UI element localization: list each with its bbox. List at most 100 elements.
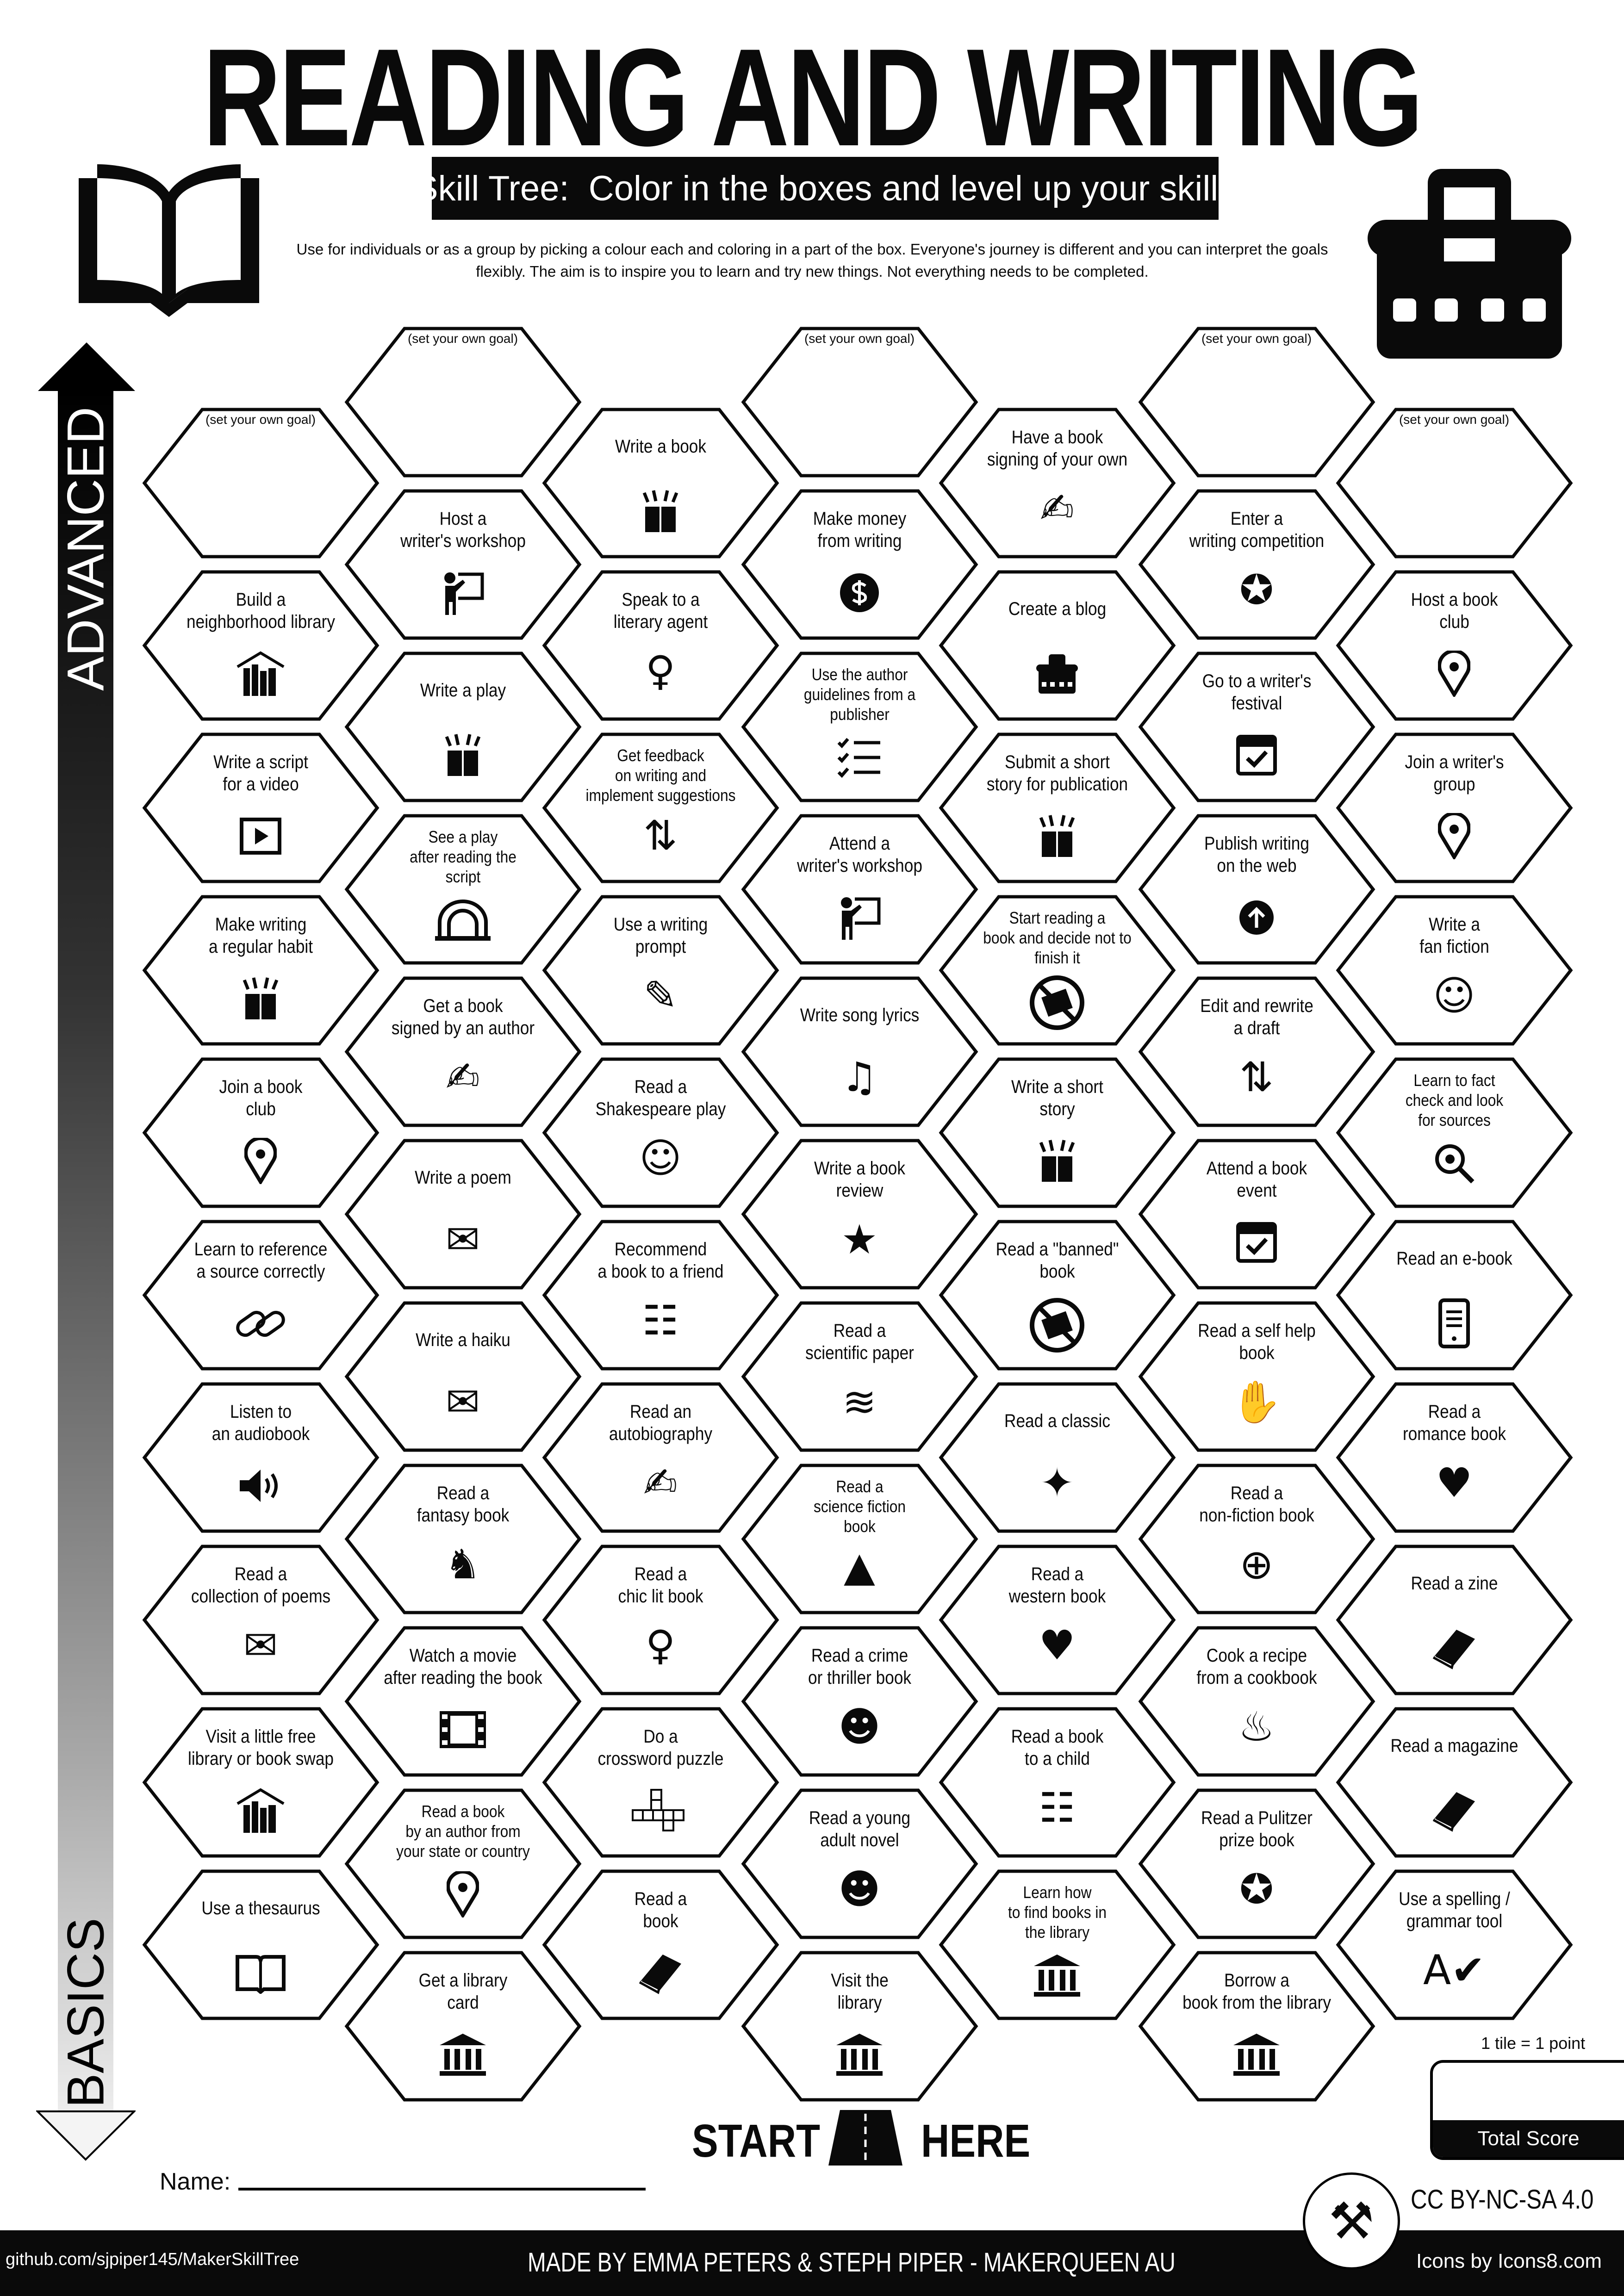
hex-tile[interactable]: Host a book club bbox=[1335, 569, 1574, 722]
hex-tile-custom-goal[interactable]: (set your own goal) bbox=[142, 407, 380, 559]
hex-tile[interactable]: Read a scientific paper ≋ bbox=[740, 1300, 979, 1453]
hex-tile[interactable]: Read a magazine bbox=[1335, 1706, 1574, 1859]
hex-tile[interactable]: Get feedback on writing and implement su… bbox=[541, 732, 780, 884]
hex-tile[interactable]: Host a writer's workshop bbox=[344, 488, 582, 641]
hex-tile[interactable]: Write a book review ★ bbox=[740, 1138, 979, 1291]
skill-label: Write a poem bbox=[414, 1167, 511, 1188]
hex-tile[interactable]: Submit a short story for publication bbox=[938, 732, 1176, 884]
hex-tile[interactable]: Read a romance book ♥ bbox=[1335, 1381, 1574, 1534]
hex-tile[interactable]: Do a crossword puzzle bbox=[541, 1706, 780, 1859]
hex-tile[interactable]: Build a neighborhood library bbox=[142, 569, 380, 722]
hex-tile[interactable]: Create a blog bbox=[938, 569, 1176, 722]
hex-tile[interactable]: Write song lyrics ♫ bbox=[740, 975, 979, 1128]
hex-outline bbox=[939, 1382, 1176, 1533]
hex-tile[interactable]: Read a Pulitzer prize book ✪ bbox=[1138, 1787, 1376, 1940]
skill-label: Join a writer's group bbox=[1404, 752, 1504, 794]
total-score-box[interactable]: Total Score bbox=[1430, 2060, 1624, 2160]
hex-tile[interactable]: Read a book bbox=[541, 1868, 780, 2021]
hex-tile[interactable]: Read a collection of poems ✉ bbox=[142, 1544, 380, 1696]
hex-tile[interactable]: Get a library card bbox=[344, 1950, 582, 2103]
hex-tile[interactable]: Visit a little free library or book swap bbox=[142, 1706, 380, 1859]
hex-tile[interactable]: Read an e-book bbox=[1335, 1219, 1574, 1371]
hex-tile[interactable]: Get a book signed by an author ✍ bbox=[344, 975, 582, 1128]
here-label: HERE bbox=[921, 2115, 1031, 2167]
hex-tile[interactable]: Read a book to a child ☷ bbox=[938, 1706, 1176, 1859]
hex-tile[interactable]: Read a western book ♥ bbox=[938, 1544, 1176, 1696]
hex-outline bbox=[344, 1788, 581, 1939]
hex-tile[interactable]: Read a fantasy book ♞ bbox=[344, 1463, 582, 1615]
hex-tile-custom-goal[interactable]: (set your own goal) bbox=[1335, 407, 1574, 559]
hex-tile[interactable]: Write a fan fiction ☺ bbox=[1335, 894, 1574, 1047]
hex-tile[interactable]: Write a script for a video bbox=[142, 732, 380, 884]
hex-tile[interactable]: Learn to reference a source correctly bbox=[142, 1219, 380, 1371]
vampire-face-icon: ☺ bbox=[1433, 972, 1475, 1019]
github-link[interactable]: github.com/sjpiper145/MakerSkillTree bbox=[6, 2250, 299, 2269]
hex-tile[interactable]: Listen to an audiobook bbox=[142, 1381, 380, 1534]
hex-tile[interactable]: Read a crime or thriller book ☻ bbox=[740, 1625, 979, 1778]
hex-tile[interactable]: Make writing a regular habit bbox=[142, 894, 380, 1047]
hex-tile[interactable]: Use a writing prompt ✎ bbox=[541, 894, 780, 1047]
icons-credit[interactable]: Icons by Icons8.com bbox=[1416, 2250, 1602, 2272]
hex-tile[interactable]: Write a short story bbox=[938, 1056, 1176, 1209]
hex-tile[interactable]: Learn how to find books in the library bbox=[938, 1868, 1176, 2021]
hex-tile[interactable]: Edit and rewrite a draft ⇅ bbox=[1138, 975, 1376, 1128]
hex-outline bbox=[1336, 408, 1573, 558]
hex-tile[interactable]: Read a chic lit book ♀ bbox=[541, 1544, 780, 1696]
hex-outline bbox=[344, 489, 581, 640]
hex-tile[interactable]: Speak to a literary agent ♀ bbox=[541, 569, 780, 722]
hex-tile[interactable]: Read a science fiction book ▲ bbox=[740, 1463, 979, 1615]
hex-tile[interactable]: Read a non-fiction book ⊕ bbox=[1138, 1463, 1376, 1615]
hex-tile[interactable]: Publish writing on the web bbox=[1138, 813, 1376, 966]
hex-tile[interactable]: Attend a writer's workshop bbox=[740, 813, 979, 966]
hex-tile[interactable]: Start reading a book and decide not to f… bbox=[938, 894, 1176, 1047]
hex-tile[interactable]: Use a thesaurus bbox=[142, 1868, 380, 2021]
hex-tile-custom-goal[interactable]: (set your own goal) bbox=[344, 326, 582, 478]
hex-tile[interactable]: Attend a book event bbox=[1138, 1138, 1376, 1291]
library-shelf-icon bbox=[142, 648, 380, 697]
hex-outline bbox=[1138, 814, 1375, 965]
skill-label: Read a fantasy book bbox=[417, 1483, 509, 1526]
maker-tools-logo: ⚒ bbox=[1303, 2172, 1400, 2270]
chain-link-icon bbox=[142, 1297, 380, 1344]
hex-tile[interactable]: Write a book bbox=[541, 407, 780, 559]
hex-tile[interactable]: Read a "banned" book bbox=[938, 1219, 1176, 1371]
hex-tile[interactable]: Write a play bbox=[344, 651, 582, 803]
hex-tile[interactable]: Write a haiku ✉ bbox=[344, 1300, 582, 1453]
hex-tile-custom-goal[interactable]: (set your own goal) bbox=[1138, 326, 1376, 478]
hex-tile[interactable]: Join a book club bbox=[142, 1056, 380, 1209]
hex-tile[interactable]: Write a poem ✉ bbox=[344, 1138, 582, 1291]
hex-tile[interactable]: Cook a recipe from a cookbook ♨ bbox=[1138, 1625, 1376, 1778]
hex-tile[interactable]: Use a spelling / grammar tool A✔ bbox=[1335, 1868, 1574, 2021]
hex-outline bbox=[1138, 327, 1375, 478]
hex-tile[interactable]: Recommend a book to a friend ☷ bbox=[541, 1219, 780, 1371]
hex-outline bbox=[542, 1057, 779, 1208]
hex-tile[interactable]: Read an autobiography ✍ bbox=[541, 1381, 780, 1534]
hex-tile[interactable]: Read a young adult novel ☻ bbox=[740, 1787, 979, 1940]
hex-tile-custom-goal[interactable]: (set your own goal) bbox=[740, 326, 979, 478]
skill-label: Watch a movie after reading the book bbox=[383, 1645, 542, 1688]
hex-tile[interactable]: Read a Shakespeare play ☺ bbox=[541, 1056, 780, 1209]
upload-circle-icon bbox=[1138, 892, 1376, 938]
name-input-line[interactable] bbox=[238, 2188, 646, 2191]
hex-tile[interactable]: Read a zine bbox=[1335, 1544, 1574, 1696]
hex-tile[interactable]: Go to a writer's festival bbox=[1138, 651, 1376, 803]
hex-tile[interactable]: Make money from writing bbox=[740, 488, 979, 641]
hex-tile[interactable]: Borrow a book from the library bbox=[1138, 1950, 1376, 2103]
skill-label: See a play after reading the script bbox=[409, 827, 516, 886]
hex-tile[interactable]: Join a writer's group bbox=[1335, 732, 1574, 884]
hex-tile[interactable]: Use the author guidelines from a publish… bbox=[740, 651, 979, 803]
location-pin-icon bbox=[1335, 810, 1574, 860]
hex-tile[interactable]: Read a self help book ✋ bbox=[1138, 1300, 1376, 1453]
hex-tile[interactable]: Enter a writing competition ✪ bbox=[1138, 488, 1376, 641]
hex-tile[interactable]: Have a book signing of your own ✍ bbox=[938, 407, 1176, 559]
cooking-pot-icon: ♨ bbox=[1238, 1703, 1275, 1750]
hex-tile[interactable]: Visit the library bbox=[740, 1950, 979, 2103]
thumbs-up-down-icon: ⇅ bbox=[643, 812, 678, 859]
hex-outline bbox=[142, 1382, 379, 1533]
hex-tile[interactable]: Watch a movie after reading the book bbox=[344, 1625, 582, 1778]
hex-tile[interactable]: Learn to fact check and look for sources bbox=[1335, 1056, 1574, 1209]
hex-tile[interactable]: Read a classic ✦ bbox=[938, 1381, 1176, 1534]
hex-tile[interactable]: See a play after reading the script bbox=[344, 813, 582, 966]
hex-tile[interactable]: Read a book by an author from your state… bbox=[344, 1787, 582, 1940]
shakespeare-icon: ☺ bbox=[639, 1134, 682, 1182]
